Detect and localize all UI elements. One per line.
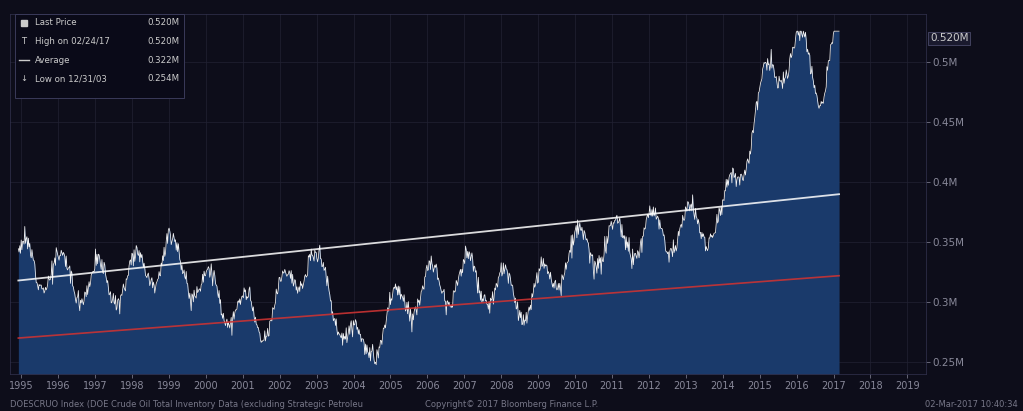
Text: Copyright© 2017 Bloomberg Finance L.P.: Copyright© 2017 Bloomberg Finance L.P. (425, 400, 598, 409)
Text: T: T (21, 37, 27, 46)
Text: 0.520M: 0.520M (930, 33, 969, 43)
Text: Last Price: Last Price (35, 18, 77, 27)
Text: 0.254M: 0.254M (147, 74, 180, 83)
Text: DOESCRUO Index (DOE Crude Oil Total Inventory Data (excluding Strategic Petroleu: DOESCRUO Index (DOE Crude Oil Total Inve… (10, 400, 363, 409)
Text: 0.520M: 0.520M (147, 37, 180, 46)
Text: 02-Mar-2017 10:40:34: 02-Mar-2017 10:40:34 (925, 400, 1018, 409)
Text: High on 02/24/17: High on 02/24/17 (35, 37, 109, 46)
Bar (14, 14, 184, 98)
Text: Average: Average (35, 55, 71, 65)
Text: ↓: ↓ (20, 74, 28, 83)
Text: 0.322M: 0.322M (147, 55, 180, 65)
Text: Low on 12/31/03: Low on 12/31/03 (35, 74, 106, 83)
Text: 0.520M: 0.520M (147, 18, 180, 27)
